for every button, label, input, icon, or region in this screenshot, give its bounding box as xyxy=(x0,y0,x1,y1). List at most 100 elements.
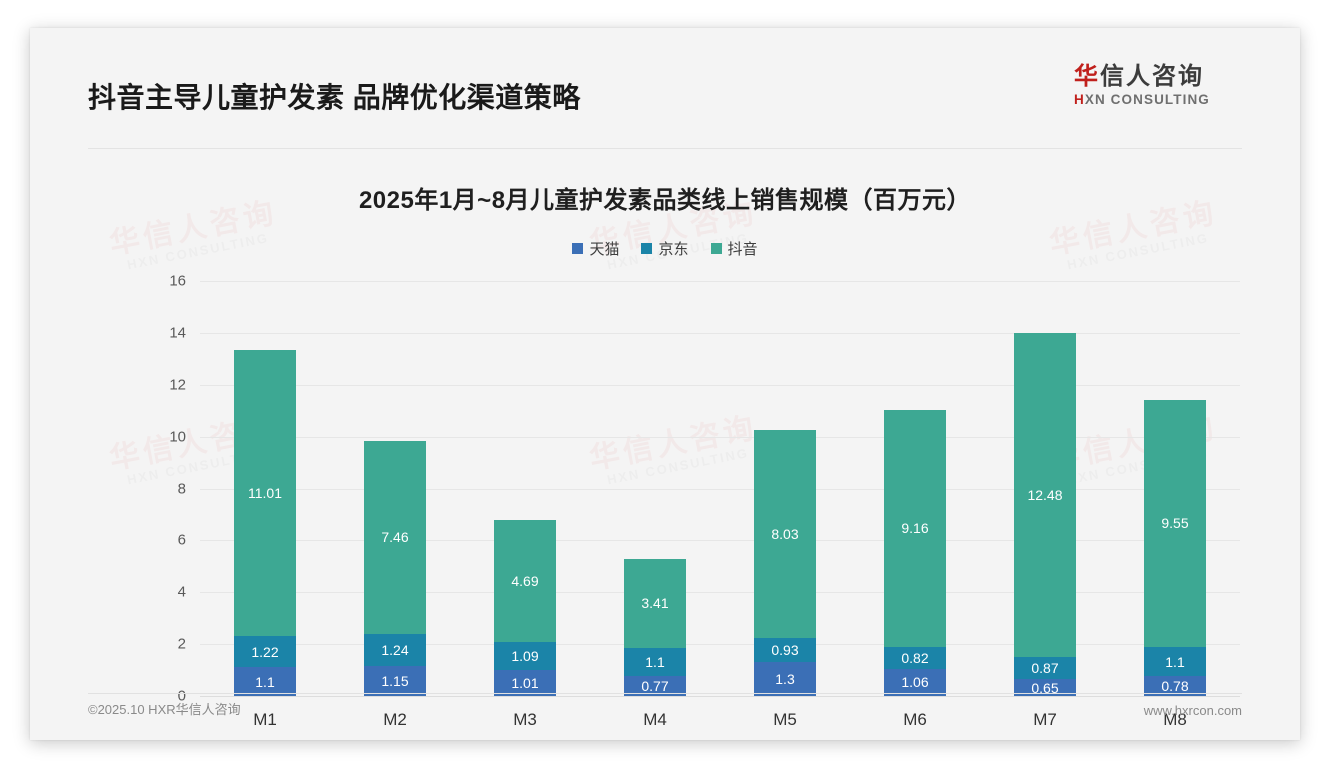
bar-value-label: 0.65 xyxy=(1031,679,1059,696)
bar-segment-京东[interactable]: 0.87 xyxy=(1014,656,1076,680)
x-axis-tick-label: M2 xyxy=(383,710,407,729)
bar-value-label: 0.82 xyxy=(901,649,929,666)
legend-item-京东[interactable]: 京东 xyxy=(641,238,689,259)
bar-group-M1[interactable]: 1.1 1.22 11.01 M1 xyxy=(234,281,296,729)
x-axis-tick-label: M1 xyxy=(253,710,277,729)
bar-segment-天猫[interactable]: 1.01 xyxy=(494,669,556,696)
bar-segment-天猫[interactable]: 0.77 xyxy=(624,676,686,696)
bar-segment-抖音[interactable]: 11.01 xyxy=(234,350,296,636)
bar-stack: 0.77 1.1 3.41 xyxy=(624,559,686,696)
bar-segment-天猫[interactable]: 1.3 xyxy=(754,662,816,696)
gridline: 8 xyxy=(178,480,1240,497)
bar-value-label: 12.48 xyxy=(1027,486,1063,503)
y-axis-tick-label: 8 xyxy=(177,480,186,497)
logo-en-accent-char: H xyxy=(1074,92,1085,108)
x-axis-tick-label: M5 xyxy=(773,710,797,729)
y-axis-tick-label: 16 xyxy=(169,272,186,290)
page-title: 抖音主导儿童护发素 品牌优化渠道策略 xyxy=(88,82,581,113)
bar-value-label: 1.01 xyxy=(511,674,539,691)
bar-segment-京东[interactable]: 1.24 xyxy=(364,634,426,667)
bar-segment-抖音[interactable]: 4.69 xyxy=(494,519,556,642)
bar-value-label: 0.78 xyxy=(1161,677,1189,694)
bar-segment-京东[interactable]: 0.93 xyxy=(754,638,816,663)
logo-en-rest-chars: XN CONSULTING xyxy=(1084,92,1210,108)
bar-stack: 1.3 0.93 8.03 xyxy=(754,429,816,696)
gridline: 6 xyxy=(178,532,1240,549)
bar-value-label: 3.41 xyxy=(641,595,669,612)
bar-segment-抖音[interactable]: 9.16 xyxy=(884,409,946,648)
footer-copyright: ©2025.10 HXR华信人咨询 xyxy=(88,702,241,717)
legend-swatch-icon xyxy=(641,243,653,254)
bar-value-label: 1.1 xyxy=(255,673,275,690)
bar-value-label: 7.46 xyxy=(381,529,409,546)
bar-group-M6[interactable]: 1.06 0.82 9.16 M6 xyxy=(884,281,946,729)
bar-segment-抖音[interactable]: 8.03 xyxy=(754,429,816,639)
bar-segment-抖音[interactable]: 9.55 xyxy=(1144,399,1206,648)
bar-value-label: 1.3 xyxy=(775,671,795,688)
bar-segment-京东[interactable]: 1.1 xyxy=(624,647,686,677)
bar-segment-抖音[interactable]: 12.48 xyxy=(1014,332,1076,657)
logo-chinese-text: 华信人咨询 xyxy=(1074,64,1242,89)
bar-segment-天猫[interactable]: 1.06 xyxy=(884,668,946,696)
bar-value-label: 0.77 xyxy=(641,678,669,695)
x-axis-tick-label: M6 xyxy=(903,710,927,729)
bar-segment-抖音[interactable]: 7.46 xyxy=(364,440,426,635)
bar-value-label: 9.55 xyxy=(1161,515,1189,532)
y-axis-tick-label: 4 xyxy=(177,583,186,601)
bar-group-M3[interactable]: 1.01 1.09 4.69 M3 xyxy=(494,281,556,729)
bar-segment-京东[interactable]: 1.09 xyxy=(494,641,556,670)
bar-value-label: 0.87 xyxy=(1031,659,1059,676)
y-axis-tick-label: 2 xyxy=(177,635,186,653)
chart-legend: 天猫 京东 抖音 xyxy=(30,238,1300,259)
legend-label: 京东 xyxy=(658,241,689,258)
bar-stack: 1.06 0.82 9.16 xyxy=(884,409,946,696)
legend-swatch-icon xyxy=(710,243,722,254)
gridline: 10 xyxy=(169,428,1240,445)
bar-stack: 1.01 1.09 4.69 xyxy=(494,519,556,696)
legend-item-抖音[interactable]: 抖音 xyxy=(710,238,758,259)
bar-value-label: 1.15 xyxy=(381,673,409,690)
bar-value-label: 0.93 xyxy=(771,642,799,659)
bar-value-label: 1.1 xyxy=(645,653,665,670)
x-axis-tick-label: M3 xyxy=(513,710,537,729)
y-axis-tick-label: 10 xyxy=(169,428,186,446)
bar-group-M2[interactable]: 1.15 1.24 7.46 M2 xyxy=(364,281,426,729)
bar-segment-天猫[interactable]: 0.65 xyxy=(1014,679,1076,696)
legend-item-天猫[interactable]: 天猫 xyxy=(572,238,619,259)
bar-segment-京东[interactable]: 1.22 xyxy=(234,635,296,668)
bar-group-M4[interactable]: 0.77 1.1 3.41 M4 xyxy=(624,281,686,729)
x-axis-tick-label: M4 xyxy=(643,710,667,729)
bar-segment-天猫[interactable]: 1.15 xyxy=(364,666,426,696)
bar-group-M7[interactable]: 0.65 0.87 12.48 M7 xyxy=(1014,281,1076,729)
bar-stack: 0.65 0.87 12.48 xyxy=(1014,332,1076,696)
bar-segment-京东[interactable]: 1.1 xyxy=(1144,647,1206,676)
bar-value-label: 1.22 xyxy=(251,643,279,660)
gridline: 14 xyxy=(169,324,1240,341)
bar-segment-天猫[interactable]: 0.78 xyxy=(1144,675,1206,696)
chart-plot-area: 0 2 4 6 8 10 12 14 16 1.1 1.22 11.01 M1 1.15 1.24 7.46… xyxy=(169,273,1240,729)
bar-stack: 0.78 1.1 9.55 xyxy=(1144,399,1206,696)
bar-value-label: 9.16 xyxy=(901,520,929,537)
bar-segment-抖音[interactable]: 3.41 xyxy=(624,559,686,648)
bar-value-label: 11.01 xyxy=(248,485,282,502)
bar-segment-京东[interactable]: 0.82 xyxy=(884,647,946,669)
footer-website: www.hxrcon.com xyxy=(1143,703,1242,718)
logo-rest-chars: 信人咨询 xyxy=(1100,63,1204,90)
bar-value-label: 1.06 xyxy=(901,674,929,691)
bar-group-M5[interactable]: 1.3 0.93 8.03 M5 xyxy=(754,281,816,729)
legend-label: 抖音 xyxy=(727,241,758,258)
gridline: 4 xyxy=(178,584,1240,601)
y-axis-tick-label: 12 xyxy=(169,376,186,394)
header-divider xyxy=(88,148,1242,149)
footer-divider xyxy=(88,693,1242,694)
bar-group-M8[interactable]: 0.78 1.1 9.55 M8 xyxy=(1144,281,1206,729)
x-axis-tick-label: M7 xyxy=(1033,710,1057,729)
chart-bars: 1.1 1.22 11.01 M1 1.15 1.24 7.46 M2 1.01 1.09 4.69… xyxy=(200,281,1240,729)
y-axis-tick-label: 6 xyxy=(177,531,186,549)
bar-segment-天猫[interactable]: 1.1 xyxy=(234,667,296,696)
gridline: 2 xyxy=(178,636,1240,653)
bar-value-label: 1.24 xyxy=(381,642,409,659)
brand-logo: 华信人咨询 HXN CONSULTING xyxy=(1074,64,1242,107)
gridline: 0 xyxy=(178,688,1240,705)
x-axis-tick-label: M8 xyxy=(1163,710,1187,729)
